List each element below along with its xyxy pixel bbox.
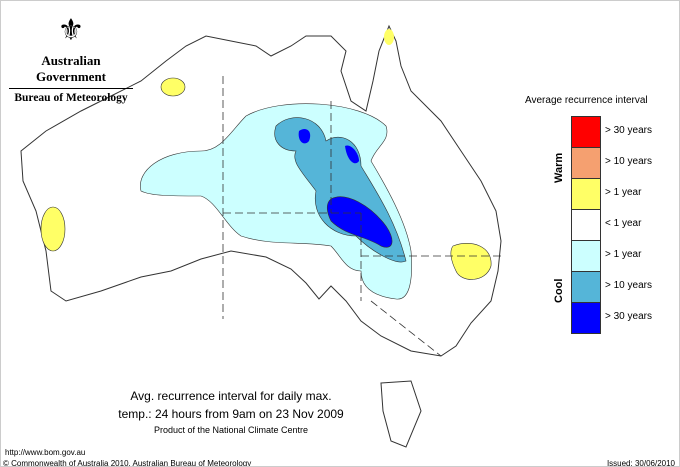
legend-swatch: [572, 303, 600, 333]
caption-line3: Product of the National Climate Centre: [153, 425, 309, 435]
legend-swatch: [572, 241, 600, 272]
legend-warm-label: Warm: [553, 152, 565, 183]
state-borders: [222, 76, 501, 357]
legend-swatch: [572, 117, 600, 148]
warm-region-kimberley: [160, 77, 186, 97]
legend-scale: [571, 116, 601, 334]
legend-label: > 10 years: [605, 280, 652, 291]
legend-label: > 10 years: [605, 156, 652, 167]
legend-label: > 1 year: [605, 249, 642, 260]
cool-region-gt30yr-2: [298, 129, 311, 144]
legend-swatch: [572, 210, 600, 241]
legend-swatch: [572, 148, 600, 179]
warm-region-nsw: [450, 243, 492, 280]
legend-label: > 30 years: [605, 311, 652, 322]
bureau-name: Bureau of Meteorology: [14, 92, 128, 104]
government-logo: ⚜ Australian Government Bureau of Meteor…: [9, 11, 133, 104]
footer-url[interactable]: http://www.bom.gov.au: [5, 448, 86, 457]
warm-region-southwest: [40, 206, 66, 252]
tasmania-outline: [380, 380, 422, 448]
footer-issued: Issued: 30/06/2010: [606, 459, 675, 467]
agency-name: Australian Government: [9, 53, 133, 89]
caption-line2: temp.: 24 hours from 9am on 23 Nov 2009: [118, 407, 344, 421]
footer-copyright: © Commonwealth of Australia 2010, Austra…: [3, 459, 252, 467]
legend-label: < 1 year: [605, 218, 642, 229]
caption-line1: Avg. recurrence interval for daily max.: [130, 389, 332, 403]
legend-cool-label: Cool: [553, 278, 565, 303]
coat-of-arms-icon: ⚜: [57, 14, 85, 47]
legend-title: Average recurrence interval: [525, 95, 648, 106]
legend-swatch: [572, 179, 600, 210]
cool-region-gt30yr-3: [345, 145, 359, 164]
legend-label: > 30 years: [605, 125, 652, 136]
legend-label: > 1 year: [605, 187, 642, 198]
warm-region-capeyork: [384, 29, 394, 45]
cool-region-gt30yr-1: [326, 196, 393, 248]
legend-swatch: [572, 272, 600, 303]
